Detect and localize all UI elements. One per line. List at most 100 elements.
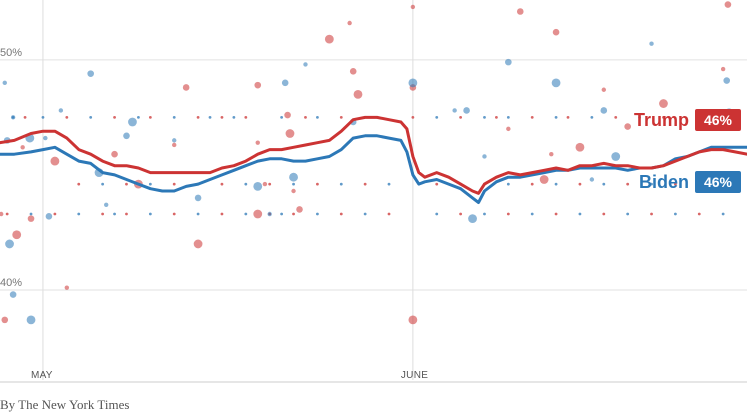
poll-dot [292,182,295,186]
poll-dot [77,212,81,216]
trump-average-line [0,115,747,195]
poll-dot [232,115,236,119]
poll-dot [435,182,439,186]
poll-dot [435,212,439,216]
poll-dot [578,212,582,216]
poll-dot [554,115,558,119]
biden-poll-dot [172,138,177,143]
trump-value-label: 46% [704,112,733,128]
poll-dot [316,182,319,186]
poll-dot [77,182,81,186]
poll-dot [280,115,284,119]
poll-dot [578,182,582,186]
biden-poll-dot [452,108,457,113]
poll-dot [626,182,630,186]
poll-dot [172,115,176,119]
trump-poll-dot [193,239,203,249]
poll-dot [339,115,343,119]
trump-value-badge [695,109,741,131]
trump-poll-dot [575,142,585,152]
biden-poll-dot [468,214,477,224]
biden-poll-dot [87,70,94,77]
poll-dot [554,182,558,186]
poll-dot [148,212,152,216]
trump-poll-dot [296,206,303,213]
poll-dot [125,182,128,186]
poll-dot [316,115,319,119]
trump-poll-dot [516,8,524,15]
poll-dot [506,212,510,216]
biden-poll-dot [267,211,272,217]
poll-dot [590,115,594,119]
biden-value-label: 46% [704,174,733,190]
trump-poll-dot [12,230,22,240]
x-tick-label: JUNE [401,370,428,381]
y-tick-label: 50% [0,47,22,59]
trump-poll-dot [624,123,631,130]
poll-dot [721,212,725,216]
biden-poll-dot [45,213,53,220]
poll-dot [495,115,498,119]
biden-poll-dot [611,152,621,161]
biden-poll-dot [128,117,137,127]
biden-poll-dot [289,172,298,182]
poll-dot [23,115,27,119]
trump-poll-dot [539,175,549,184]
poll-dot [638,115,642,119]
trump-poll-dot [253,209,263,219]
trump-poll-dot [506,126,511,132]
poll-dot [29,212,33,216]
biden-poll-dot [5,239,14,249]
biden-poll-dot [482,154,487,159]
poll-dot [459,212,463,216]
poll-dot [125,212,128,216]
trump-poll-dot [408,315,418,325]
trump-poll-dot [324,34,334,44]
trump-poll-dot [111,150,118,158]
trump-poll-dot [0,211,4,217]
poll-dot [196,115,200,119]
trump-poll-dot [552,28,560,36]
poll-dot [101,182,105,186]
poll-dot [435,115,439,119]
trump-poll-dot [659,99,668,108]
poll-dot [387,182,391,186]
trump-poll-dot [64,285,70,290]
trump-poll-dot [50,156,60,166]
chart-credit: By The New York Times [0,397,130,412]
end-labels: Trump 46% Biden 46% [634,109,741,193]
poll-dot [137,115,140,119]
biden-poll-dot [43,135,48,141]
poll-dot [244,212,248,216]
poll-dot [196,212,200,216]
poll-dot [566,115,570,119]
poll-dot [459,115,463,119]
biden-poll-dot [58,108,64,113]
poll-dot [244,115,248,119]
gridlines [0,0,747,383]
biden-poll-dot [281,79,289,87]
poll-dot [674,182,677,186]
poll-dot [387,212,391,216]
poll-dot [5,212,9,216]
polling-average-chart: Trump 46% Biden 46% 50% 40% MAY JUNE [0,0,747,383]
poll-dot [220,115,224,119]
poll-dot [506,115,510,119]
trump-poll-dot [172,142,177,148]
trump-poll-dot [255,140,260,145]
biden-poll-dot [408,78,418,88]
poll-dot [363,182,367,186]
trump-poll-dot [182,84,190,91]
poll-dot-rows [5,115,725,216]
poll-dot [506,182,510,186]
poll-dot [89,115,93,119]
trump-poll-dot [1,316,9,324]
poll-dot [662,115,665,119]
poll-dot [220,212,224,216]
poll-dot [113,115,116,119]
poll-dot [650,182,653,186]
poll-dot [411,115,415,119]
trump-poll-dot [347,20,352,26]
trump-poll-dot [284,111,291,119]
poll-dot [614,115,618,119]
